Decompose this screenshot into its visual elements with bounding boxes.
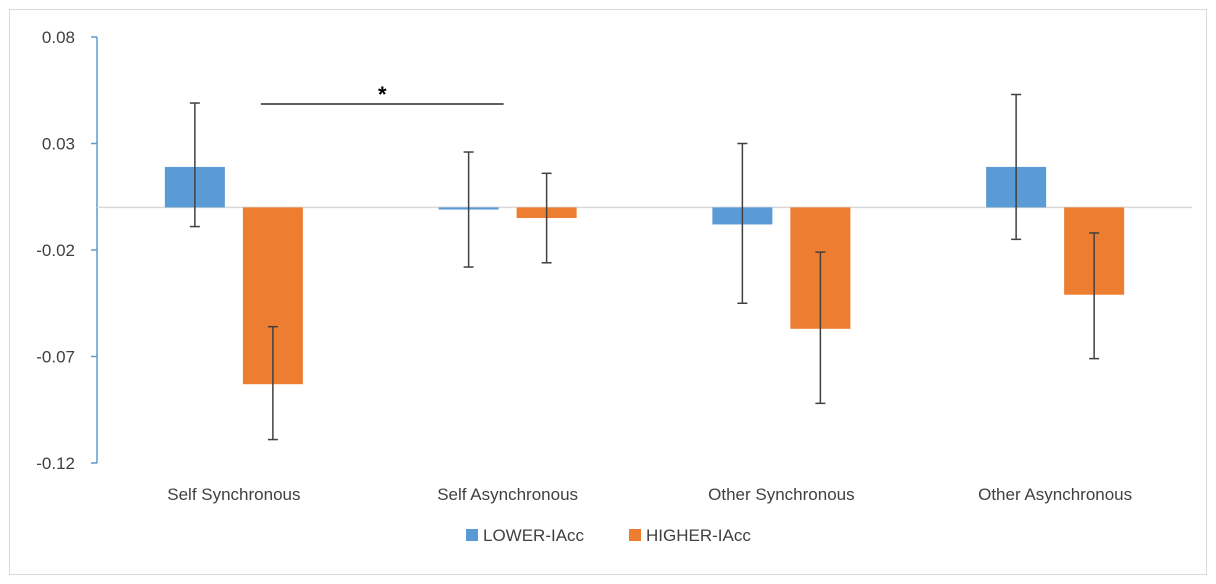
category-label: Other Synchronous xyxy=(708,485,854,504)
y-tick-label: -0.02 xyxy=(36,241,75,260)
y-tick-label: -0.12 xyxy=(36,454,75,473)
legend-swatch xyxy=(466,529,478,541)
significance-annotation: * xyxy=(260,82,504,107)
legend-label: LOWER-IAcc xyxy=(483,526,585,545)
significance-star: * xyxy=(378,82,387,107)
y-tick-label: 0.08 xyxy=(42,28,75,47)
y-tick-label: -0.07 xyxy=(36,348,75,367)
y-tick-label: 0.03 xyxy=(42,135,75,154)
legend: LOWER-IAcc HIGHER-IAcc xyxy=(466,526,751,545)
bars xyxy=(164,166,1125,385)
category-labels: Self Synchronous Self Asynchronous Other S… xyxy=(167,485,1132,504)
legend-swatch xyxy=(629,529,641,541)
y-tick-labels: 0.08 0.03 -0.02 -0.07 -0.12 xyxy=(36,28,75,473)
category-label: Other Asynchronous xyxy=(978,485,1132,504)
category-label: Self Asynchronous xyxy=(437,485,578,504)
error-bars xyxy=(189,93,1100,441)
chart-frame xyxy=(9,9,1207,575)
category-label: Self Synchronous xyxy=(167,485,300,504)
legend-label: HIGHER-IAcc xyxy=(646,526,751,545)
